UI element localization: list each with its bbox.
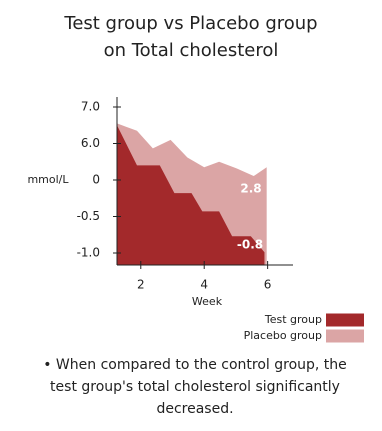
y-tick-label: -0.5 (77, 209, 100, 223)
y-tick-label: 6.0 (81, 136, 100, 150)
y-axis-label: mmol/L (27, 173, 69, 186)
legend-label: Test group (264, 313, 322, 326)
area (117, 125, 265, 265)
x-tick-label: 6 (264, 278, 272, 292)
note: • When compared to the control group, th… (43, 357, 347, 417)
y-tick-label: 0 (92, 173, 100, 187)
x-tick-label: 4 (200, 278, 208, 292)
y-tick-label: -1.0 (77, 246, 100, 260)
chart-title: Test group vs Placebo group on Total cho… (64, 13, 318, 61)
legend-swatch (326, 313, 364, 327)
y-tick-label: 7.0 (81, 100, 100, 114)
note-text: When compared to the control group, the … (50, 357, 347, 417)
x-axis-label: Week (192, 295, 223, 308)
annotation: -0.8 (237, 238, 263, 252)
annotation: 2.8 (240, 182, 261, 196)
legend-label: Placebo group (244, 329, 322, 342)
legend-swatch (326, 329, 364, 343)
x-tick-label: 2 (137, 278, 145, 292)
